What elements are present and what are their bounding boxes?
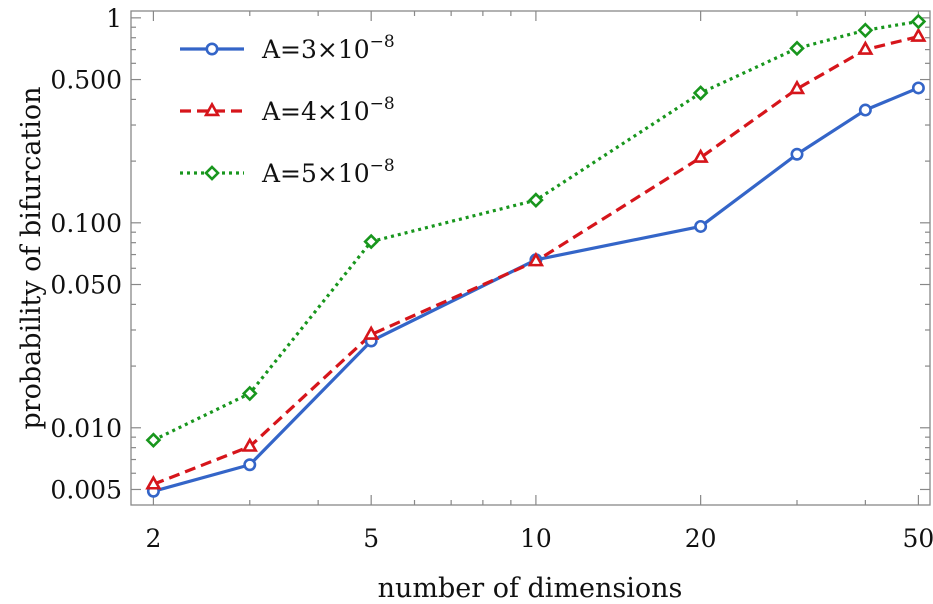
y-tick-label: 0.050 xyxy=(50,271,122,300)
series-3-point xyxy=(145,432,162,449)
legend-marker-3 xyxy=(204,165,220,181)
series-1-point xyxy=(790,147,804,161)
y-tick-label: 0.005 xyxy=(50,475,122,504)
series-3-point xyxy=(363,233,380,250)
x-tick-label: 20 xyxy=(685,524,717,553)
y-tick-label: 0.500 xyxy=(50,66,122,95)
x-tick-label: 5 xyxy=(363,524,379,553)
y-tick-label: 0.100 xyxy=(50,209,122,238)
series-line-2 xyxy=(152,35,919,486)
series-2-point xyxy=(145,475,162,490)
series-2-point xyxy=(910,27,927,42)
series-3-point xyxy=(857,22,874,39)
series-3-point xyxy=(528,192,544,208)
x-axis-label: number of dimensions xyxy=(378,573,683,604)
series-line-3 xyxy=(152,19,919,442)
legend-marker-2 xyxy=(203,101,221,117)
series-1-point xyxy=(694,219,708,233)
series-1-point xyxy=(858,103,872,117)
series-lines xyxy=(152,19,920,493)
x-tick-label: 2 xyxy=(145,524,161,553)
series-2-point xyxy=(692,148,709,163)
legend-label-3: A=5×10−8 xyxy=(261,156,395,188)
series-3-point xyxy=(789,40,805,57)
series-2-point xyxy=(363,325,380,340)
legend-marker-1 xyxy=(205,42,219,56)
legend-label-1: A=3×10−8 xyxy=(261,32,395,64)
axis-ticks: 2 5 10 20 50 0.005 0.010 0.050 0.100 0.500 1 xyxy=(50,4,933,553)
series-1-point xyxy=(911,81,925,95)
plot-frame xyxy=(130,10,931,506)
series-3-point xyxy=(241,385,258,402)
series-3-point xyxy=(692,85,709,101)
series-markers xyxy=(145,13,927,498)
series-line-1 xyxy=(152,86,920,493)
x-tick-label: 10 xyxy=(520,524,552,553)
series-2-point xyxy=(527,251,545,267)
y-tick-label: 1 xyxy=(106,4,122,33)
series-2-point xyxy=(241,437,258,452)
legend-label-2: A=4×10−8 xyxy=(261,94,395,126)
x-tick-label: 50 xyxy=(902,524,933,553)
y-tick-label: 0.010 xyxy=(50,414,122,443)
legend: A=3×10−8 A=4×10−8 A=5×10−8 xyxy=(180,32,395,188)
series-2-point xyxy=(788,79,806,95)
y-axis-label: probability of bifurcation xyxy=(16,86,47,429)
series-3-point xyxy=(910,13,927,30)
series-1-point xyxy=(243,458,257,472)
series-2-point xyxy=(857,40,874,55)
